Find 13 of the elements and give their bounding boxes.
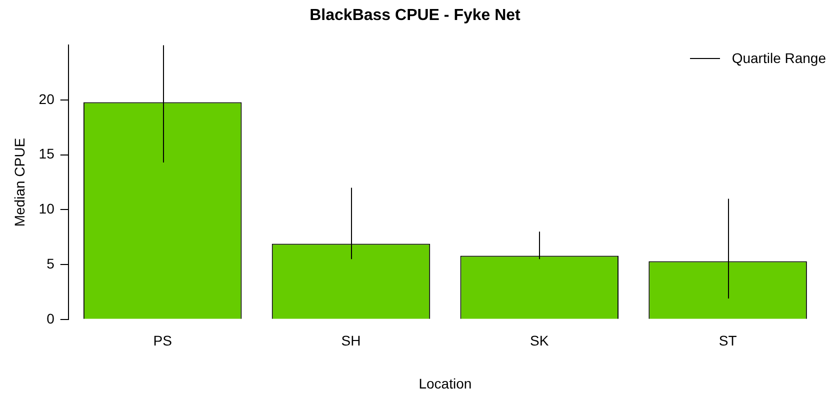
x-tick-label: PS: [153, 332, 172, 349]
x-tick-label: SK: [530, 332, 550, 349]
x-axis-title: Location: [418, 375, 472, 392]
annotation: Quartile Range: [732, 50, 826, 66]
y-tick-label: 20: [38, 90, 55, 107]
y-tick-label: 15: [38, 146, 55, 162]
x-tick-label: SH: [341, 332, 361, 349]
chart-title: BlackBass CPUE - Fyke Net: [310, 7, 522, 24]
y-tick-label: 5: [46, 255, 55, 272]
y-tick-label: 0: [46, 310, 55, 326]
x-tick-label: ST: [718, 332, 738, 349]
y-axis-title: Median CPUE: [11, 138, 28, 227]
y-tick-label: 10: [38, 200, 55, 217]
